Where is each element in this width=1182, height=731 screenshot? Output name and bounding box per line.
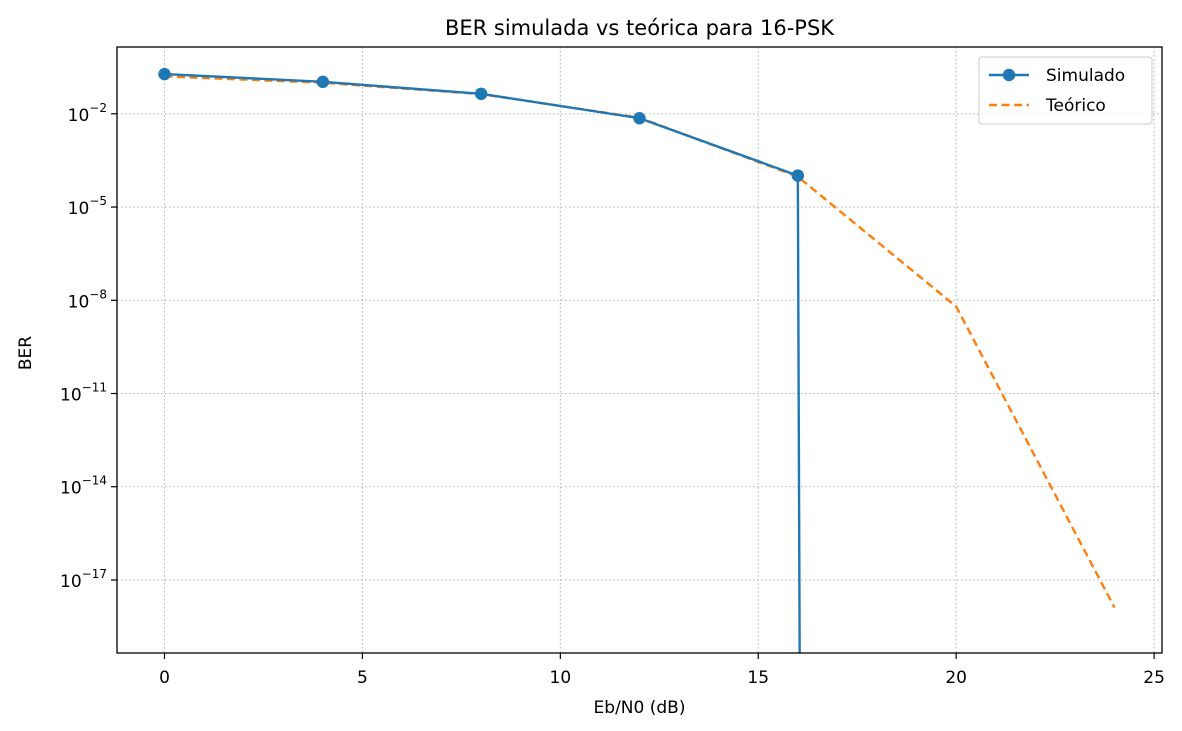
legend-marker	[1002, 68, 1016, 82]
y-tick-exponent: −2	[89, 101, 107, 115]
x-tick-label: 10	[550, 668, 572, 688]
y-tick-base: 10	[68, 106, 90, 126]
y-tick-base: 10	[68, 292, 90, 312]
series-point	[316, 75, 330, 89]
series-point	[474, 87, 488, 101]
x-tick-label: 15	[747, 668, 769, 688]
y-tick-label: 10−8	[68, 287, 107, 312]
x-axis-label: Eb/N0 (dB)	[594, 698, 686, 718]
y-axis-label: BER	[16, 336, 36, 370]
series-layer	[158, 67, 1116, 653]
y-tick-exponent: −11	[82, 381, 107, 395]
grid	[117, 47, 1162, 653]
legend-label: Simulado	[1046, 66, 1125, 86]
series-line-simulado	[164, 72, 801, 653]
y-tick-exponent: −17	[82, 567, 107, 581]
y-tick-label: 10−14	[60, 474, 107, 499]
y-tick-exponent: −8	[89, 287, 107, 301]
y-tick-exponent: −14	[82, 474, 107, 488]
y-tick-label: 10−5	[68, 194, 107, 219]
y-tick-label: 10−17	[60, 567, 107, 592]
chart-title: BER simulada vs teórica para 16-PSK	[445, 16, 835, 40]
legend-box	[978, 56, 1153, 125]
y-tick-label: 10−11	[60, 381, 107, 406]
y-tick-label: 10−2	[68, 101, 107, 126]
plot-frame	[116, 46, 1163, 654]
x-tick-label: 5	[357, 668, 368, 688]
y-tick-base: 10	[60, 572, 82, 592]
x-tick-label: 0	[159, 668, 170, 688]
y-tick-base: 10	[68, 199, 90, 219]
legend: Simulado Teórico	[978, 56, 1153, 125]
series-point	[633, 112, 646, 125]
x-tick-label: 25	[1143, 668, 1165, 688]
series-point	[791, 169, 805, 182]
legend-label: Teórico	[1045, 96, 1106, 116]
series-point	[158, 67, 171, 81]
y-tick-base: 10	[60, 386, 82, 406]
y-tick-exponent: −5	[89, 194, 107, 208]
x-tick-label: 20	[945, 668, 967, 688]
y-tick-base: 10	[60, 479, 82, 499]
